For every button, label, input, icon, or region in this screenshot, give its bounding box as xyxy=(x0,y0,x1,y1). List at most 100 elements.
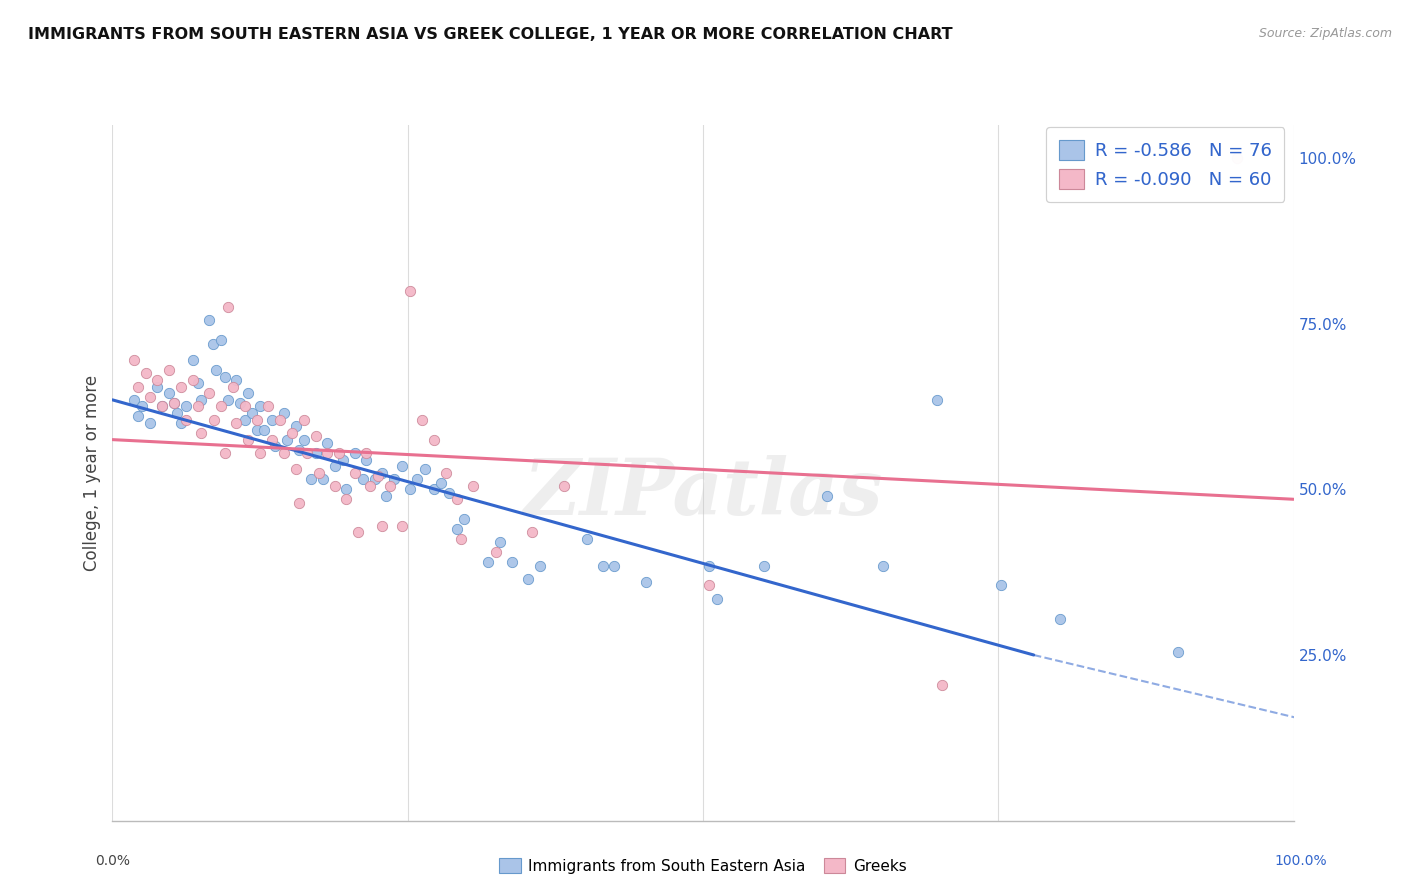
Point xyxy=(422,483,444,497)
Point xyxy=(233,413,256,427)
Point xyxy=(446,522,468,536)
Point xyxy=(181,353,204,368)
Point xyxy=(214,446,236,460)
Point xyxy=(323,479,346,493)
Point xyxy=(174,413,197,427)
Point xyxy=(815,489,838,503)
Point xyxy=(415,462,437,476)
Point xyxy=(292,413,315,427)
Point xyxy=(209,333,232,347)
Point xyxy=(170,416,193,430)
Point xyxy=(312,472,335,486)
Point xyxy=(238,386,260,401)
Point xyxy=(163,396,186,410)
Point xyxy=(553,479,575,493)
Point xyxy=(238,433,260,447)
Point xyxy=(150,400,173,414)
Point xyxy=(131,400,153,414)
Point xyxy=(461,479,484,493)
Point xyxy=(529,558,551,573)
Point xyxy=(190,392,212,407)
Point xyxy=(323,459,346,474)
Point xyxy=(157,386,180,401)
Point xyxy=(347,525,370,540)
Point xyxy=(437,485,460,500)
Point xyxy=(217,392,239,407)
Point xyxy=(359,479,381,493)
Point xyxy=(335,492,357,507)
Point xyxy=(308,466,330,480)
Point xyxy=(135,367,157,381)
Text: IMMIGRANTS FROM SOUTH EASTERN ASIA VS GREEK COLLEGE, 1 YEAR OR MORE CORRELATION : IMMIGRANTS FROM SOUTH EASTERN ASIA VS GR… xyxy=(28,27,953,42)
Point xyxy=(198,313,221,327)
Text: Source: ZipAtlas.com: Source: ZipAtlas.com xyxy=(1258,27,1392,40)
Point xyxy=(576,532,599,546)
Point xyxy=(391,518,413,533)
Point xyxy=(249,400,271,414)
Point xyxy=(592,558,614,573)
Point xyxy=(186,400,208,414)
Point xyxy=(411,413,433,427)
Point xyxy=(422,433,444,447)
Point xyxy=(190,425,212,440)
Point xyxy=(214,369,236,384)
Point xyxy=(371,466,394,480)
Point xyxy=(217,300,239,314)
Legend: Immigrants from South Eastern Asia, Greeks: Immigrants from South Eastern Asia, Gree… xyxy=(494,852,912,880)
Point xyxy=(406,472,429,486)
Point xyxy=(352,472,374,486)
Point xyxy=(257,400,280,414)
Point xyxy=(304,446,326,460)
Point xyxy=(931,678,953,692)
Point xyxy=(202,413,225,427)
Point xyxy=(222,379,245,393)
Point xyxy=(304,429,326,443)
Point xyxy=(430,475,453,490)
Point xyxy=(378,479,401,493)
Point xyxy=(520,525,543,540)
Point xyxy=(139,416,162,430)
Point xyxy=(288,495,311,509)
Point xyxy=(316,446,339,460)
Point xyxy=(122,353,145,368)
Point xyxy=(163,396,186,410)
Point xyxy=(284,462,307,476)
Point xyxy=(477,555,499,569)
Point xyxy=(335,483,357,497)
Text: 0.0%: 0.0% xyxy=(96,854,129,868)
Point xyxy=(174,400,197,414)
Point xyxy=(225,373,247,387)
Point xyxy=(356,446,378,460)
Point xyxy=(205,363,228,377)
Point xyxy=(382,472,405,486)
Point xyxy=(434,466,457,480)
Point xyxy=(273,446,295,460)
Point xyxy=(198,386,221,401)
Point xyxy=(249,446,271,460)
Point xyxy=(276,433,298,447)
Point xyxy=(292,433,315,447)
Point xyxy=(872,558,894,573)
Point xyxy=(284,419,307,434)
Point xyxy=(343,446,366,460)
Point xyxy=(253,423,276,437)
Point xyxy=(297,446,319,460)
Point xyxy=(517,572,540,586)
Text: 100.0%: 100.0% xyxy=(1274,854,1327,868)
Point xyxy=(269,413,291,427)
Point xyxy=(201,336,224,351)
Point xyxy=(229,396,252,410)
Point xyxy=(122,392,145,407)
Legend: R = -0.586   N = 76, R = -0.090   N = 60: R = -0.586 N = 76, R = -0.090 N = 60 xyxy=(1046,127,1285,202)
Point xyxy=(316,436,339,450)
Point xyxy=(1226,151,1249,165)
Point xyxy=(706,591,728,606)
Point xyxy=(1167,645,1189,659)
Point xyxy=(264,439,287,453)
Point xyxy=(603,558,626,573)
Point xyxy=(146,379,169,393)
Point xyxy=(328,446,350,460)
Point xyxy=(273,406,295,420)
Point xyxy=(697,578,720,592)
Point xyxy=(697,558,720,573)
